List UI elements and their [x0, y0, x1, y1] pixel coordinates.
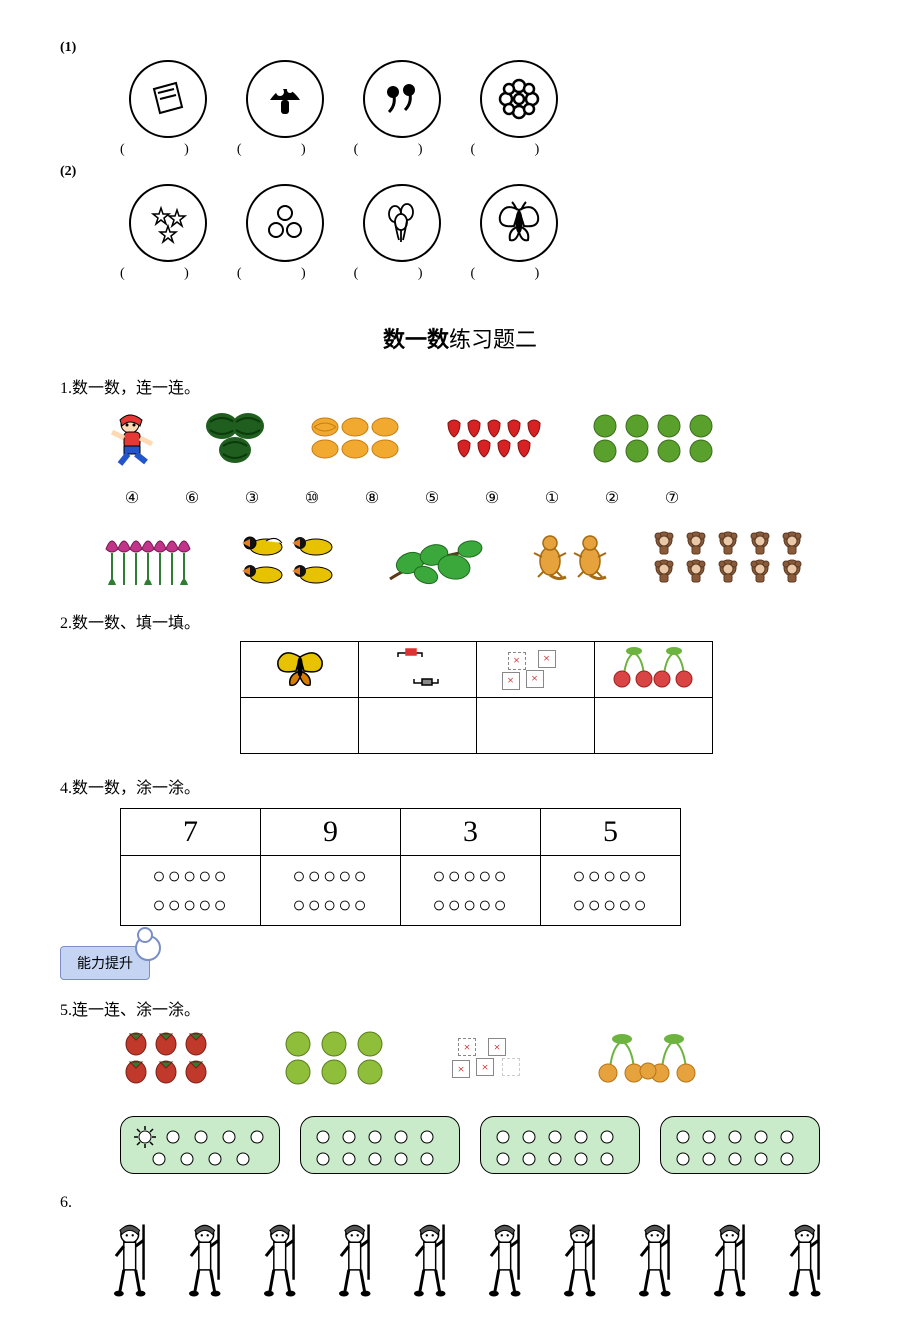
table-blank	[595, 698, 713, 754]
paren: ( )	[237, 142, 334, 158]
num-item: ⑩	[300, 488, 324, 508]
leaves-icon	[380, 529, 490, 589]
circle-tadpole-icon	[363, 60, 441, 138]
color-body: ○○○○○○○○○○	[121, 856, 261, 926]
circle-item: ( )	[120, 184, 217, 282]
num-item: ⑦	[660, 488, 684, 508]
circle-mushroom-icon	[246, 60, 324, 138]
paren: ( )	[120, 142, 217, 158]
soldier-row	[110, 1220, 860, 1300]
q1-bottom-row	[100, 528, 860, 589]
table-blank	[359, 698, 477, 754]
roses-icon	[120, 1030, 220, 1086]
color-head: 3	[401, 809, 541, 856]
circle-balloons-icon	[363, 184, 441, 262]
table-cell-butterfly	[241, 642, 359, 698]
title-bold: 数一数	[383, 327, 449, 352]
monkeys-icon	[650, 528, 810, 589]
color-table: 7 9 3 5 ○○○○○○○○○○ ○○○○○○○○○○ ○○○○○○○○○○…	[120, 808, 681, 926]
strawberries-icon	[440, 415, 550, 461]
circle-item: ( )	[237, 60, 334, 158]
running-boy-icon	[100, 408, 160, 468]
top-circles-section: (1) ( ) ( ) ( ) ( )	[60, 40, 860, 282]
q5-label: 5.连一连、涂一涂。	[60, 996, 860, 1020]
circle-item: ( )	[354, 184, 451, 282]
paren: ( )	[470, 142, 567, 158]
soldiers-icon	[110, 1220, 860, 1300]
q6-label: 6.	[60, 1194, 860, 1212]
page-title: 数一数练习题二	[60, 322, 860, 354]
fill-table: × × × ×	[240, 641, 713, 754]
sun-box	[660, 1116, 820, 1174]
circle-item: ( )	[354, 60, 451, 158]
green-fruits-icon	[590, 413, 720, 463]
color-body: ○○○○○○○○○○	[261, 856, 401, 926]
guavas-icon	[280, 1030, 390, 1086]
color-body: ○○○○○○○○○○	[401, 856, 541, 926]
circle-butterfly-icon	[480, 184, 558, 262]
circle-book-icon	[129, 60, 207, 138]
color-head: 5	[541, 809, 681, 856]
circle-item: ( )	[470, 60, 567, 158]
q1-label: 1.数一数，连一连。	[60, 374, 860, 398]
circle-item: ( )	[120, 60, 217, 158]
x-boxes-icon: × × × ×	[450, 1036, 530, 1080]
row2-label: (2)	[60, 164, 76, 180]
sun-box	[120, 1116, 280, 1174]
sun-box	[480, 1116, 640, 1174]
num-item: ②	[600, 488, 624, 508]
num-item: ⑧	[360, 488, 384, 508]
lizards-icon	[530, 531, 610, 587]
q1-top-row	[100, 408, 860, 468]
num-item: ⑨	[480, 488, 504, 508]
ducks-icon	[240, 531, 340, 587]
q5-top-row: × × × ×	[120, 1030, 860, 1086]
ability-badge-wrap: 能力提升	[60, 946, 860, 986]
circle-row-2: ( ) ( ) ( ) ( )	[120, 184, 860, 282]
num-item: ⑤	[420, 488, 444, 508]
paren: ( )	[237, 266, 334, 282]
table-cell-brackets	[359, 642, 477, 698]
num-item: ①	[540, 488, 564, 508]
num-item: ⑥	[180, 488, 204, 508]
q4-label: 4.数一数，涂一涂。	[60, 774, 860, 798]
q2-label: 2.数一数、填一填。	[60, 609, 860, 633]
table-cell-x-boxes: × × × ×	[477, 642, 595, 698]
watermelons-icon	[200, 410, 270, 466]
melons-icon	[310, 415, 400, 461]
color-head: 7	[121, 809, 261, 856]
table-blank	[477, 698, 595, 754]
table-blank	[241, 698, 359, 754]
circle-item: ( )	[237, 184, 334, 282]
paren: ( )	[470, 266, 567, 282]
number-row: ④ ⑥ ③ ⑩ ⑧ ⑤ ⑨ ① ② ⑦	[120, 488, 860, 508]
tulips-icon	[100, 529, 200, 589]
circle-dots-icon	[246, 184, 324, 262]
circle-row-1: ( ) ( ) ( ) ( )	[120, 60, 860, 158]
row1-label: (1)	[60, 40, 76, 56]
cherries-icon	[590, 1033, 710, 1083]
num-item: ③	[240, 488, 264, 508]
sun-box-row	[120, 1116, 860, 1174]
circle-item: ( )	[470, 184, 567, 282]
num-item: ④	[120, 488, 144, 508]
color-body: ○○○○○○○○○○	[541, 856, 681, 926]
table-cell-cherries	[595, 642, 713, 698]
paren: ( )	[354, 142, 451, 158]
title-rest: 练习题二	[449, 327, 537, 352]
color-head: 9	[261, 809, 401, 856]
badge-text: 能力提升	[77, 957, 133, 972]
paren: ( )	[120, 266, 217, 282]
circle-flower-icon	[480, 60, 558, 138]
sun-box	[300, 1116, 460, 1174]
paren: ( )	[354, 266, 451, 282]
ability-badge: 能力提升	[60, 946, 150, 980]
circle-stars-icon	[129, 184, 207, 262]
